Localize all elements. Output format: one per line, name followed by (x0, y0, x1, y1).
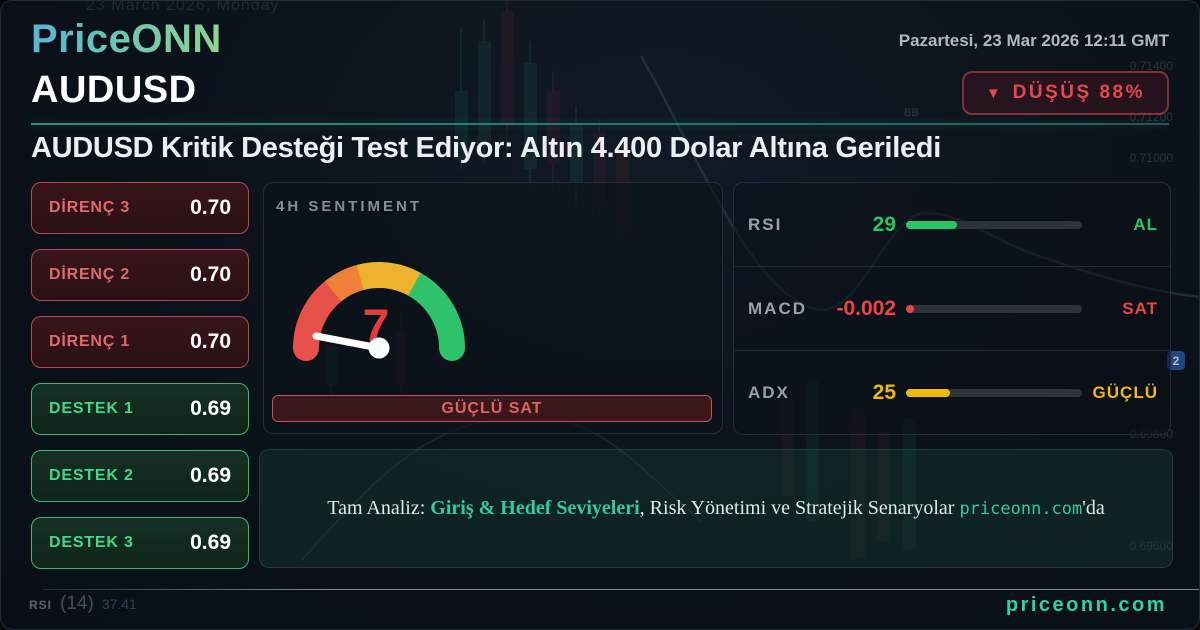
down-arrow-icon: ▼ (985, 84, 1001, 102)
indicator-signal: GÜÇLÜ (1092, 382, 1158, 402)
headline: AUDUSD Kritik Desteği Test Ediyor: Altın… (31, 132, 941, 164)
indicator-name: MACD (748, 298, 807, 318)
rsi-indicator-name: RSI (29, 598, 53, 612)
level-value: 0.70 (190, 330, 231, 353)
sentiment-panel: 4H SENTIMENT 7 GÜÇLÜ SAT (263, 182, 723, 434)
analysis-banner: Tam Analiz: Giriş & Hedef Seviyeleri, Ri… (259, 449, 1173, 568)
rsi-progress-bar (906, 220, 1082, 229)
analysis-banner-text: Tam Analiz: Giriş & Hedef Seviyeleri, Ri… (327, 497, 1105, 520)
level-label: DESTEK 1 (49, 400, 134, 417)
title-divider (31, 123, 1169, 125)
level-value: 0.69 (190, 397, 231, 420)
support-level-2: DESTEK 2 0.69 (31, 450, 249, 502)
gauge-needle (312, 332, 383, 352)
level-label: DESTEK 3 (49, 534, 134, 551)
indicator-name: ADX (748, 382, 790, 402)
macd-progress-fill (906, 304, 914, 313)
indicator-signal: SAT (1122, 298, 1158, 318)
support-level-1: DESTEK 1 0.69 (31, 383, 249, 435)
price-axis-label: 0.71400 (1129, 59, 1173, 73)
rsi-progress-fill (906, 220, 958, 229)
datetime-text: Pazartesi, 23 Mar 2026 12:11 GMT (898, 31, 1169, 50)
background-rsi-label: RSI (14) 37.41 (29, 593, 137, 615)
level-value: 0.70 (190, 196, 231, 219)
level-label: DİRENÇ 3 (49, 199, 131, 216)
level-value: 0.69 (190, 531, 231, 554)
gauge-segment-orange (324, 264, 365, 302)
banner-prefix: Tam Analiz: (327, 497, 431, 519)
banner-middle: , Risk Yönetimi ve Stratejik Senaryolar (639, 497, 960, 519)
website-link[interactable]: priceonn.com (1005, 594, 1167, 616)
sentiment-gauge: 7 (293, 262, 465, 361)
indicator-value: 25 (872, 380, 896, 404)
gauge-segment-green (407, 272, 465, 349)
resistance-level-2: DİRENÇ 2 0.70 (31, 249, 249, 301)
sentiment-title: 4H SENTIMENT (276, 198, 423, 215)
bb-indicator-label: BB (904, 107, 919, 119)
banner-link[interactable]: Giriş & Hedef Seviyeleri (430, 497, 640, 519)
brand-logo: PriceONN (31, 17, 222, 61)
indicator-value: 29 (872, 212, 896, 236)
resistance-level-1: DİRENÇ 1 0.70 (31, 316, 249, 368)
trend-badge: ▼ DÜŞÜŞ 88% (961, 71, 1169, 115)
indicator-row-rsi: RSI 29 AL (734, 183, 1170, 266)
sentiment-signal-badge: GÜÇLÜ SAT (272, 395, 712, 422)
adx-progress-bar (906, 388, 1082, 397)
gauge-segment-red (293, 280, 343, 349)
level-label: DESTEK 2 (49, 467, 134, 484)
macd-progress-bar (906, 304, 1082, 313)
gauge-segment-amber (356, 262, 422, 297)
level-label: DİRENÇ 2 (49, 266, 131, 283)
background-date-text: 23 March 2026, Monday (86, 0, 280, 14)
rsi-indicator-value: 37.41 (101, 596, 137, 612)
support-level-3: DESTEK 3 0.69 (31, 517, 249, 569)
level-value: 0.69 (190, 464, 231, 487)
price-axis-label: 0.71000 (1129, 151, 1173, 165)
footer-divider (43, 589, 1199, 590)
indicator-name: RSI (748, 214, 783, 234)
indicator-row-adx: ADX 25 GÜÇLÜ (734, 350, 1170, 434)
price-axis-label: 0.69600 (1129, 539, 1173, 553)
level-label: DİRENÇ 1 (49, 333, 131, 350)
resistance-level-3: DİRENÇ 3 0.70 (31, 182, 249, 234)
level-value: 0.70 (190, 263, 231, 286)
indicator-signal: AL (1133, 214, 1158, 234)
banner-site-link[interactable]: priceonn.com (959, 499, 1083, 519)
trend-badge-label: DÜŞÜŞ 88% (1012, 82, 1145, 103)
count-badge: 2 (1167, 351, 1185, 370)
gauge-needle-hub (368, 337, 390, 359)
indicator-row-macd: MACD -0.002 SAT (734, 266, 1170, 350)
rsi-indicator-period: (14) (60, 593, 94, 614)
banner-suffix: 'da (1082, 497, 1105, 519)
indicators-panel: RSI 29 AL MACD -0.002 SAT ADX 25 GÜÇLÜ (733, 182, 1171, 435)
indicator-value: -0.002 (836, 296, 896, 320)
symbol-title: AUDUSD (31, 69, 197, 111)
adx-progress-fill (906, 388, 950, 397)
